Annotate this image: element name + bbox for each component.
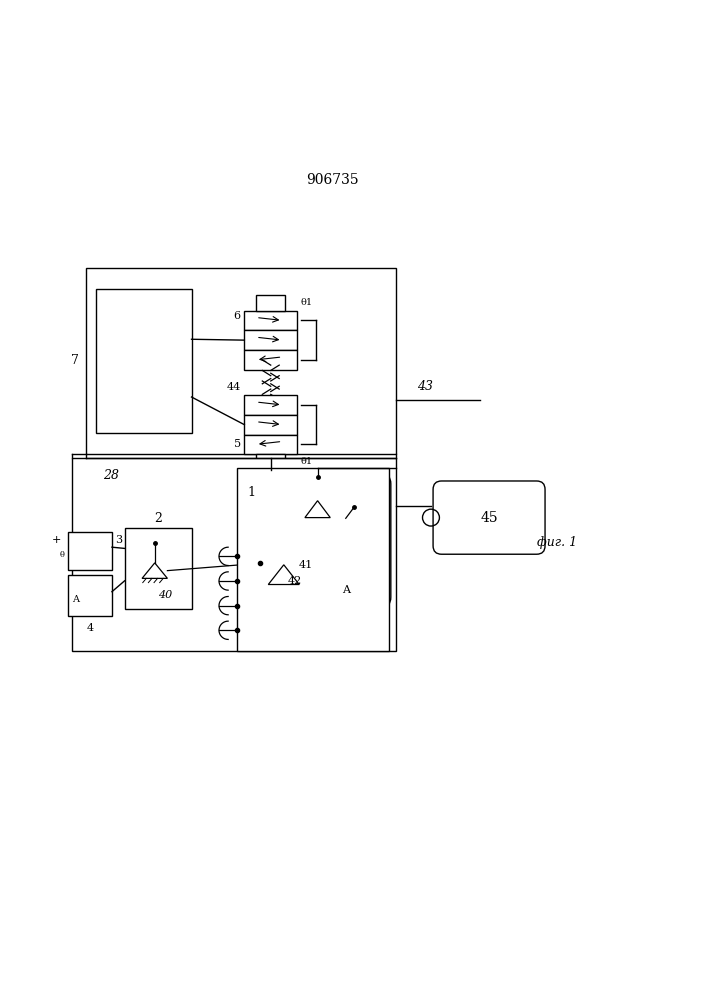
Bar xyxy=(245,330,297,350)
Text: A: A xyxy=(341,585,350,595)
Text: 44: 44 xyxy=(226,382,241,392)
Text: 4: 4 xyxy=(86,623,94,633)
Bar xyxy=(69,575,112,616)
Text: A: A xyxy=(72,595,78,604)
Bar xyxy=(245,395,297,415)
Bar xyxy=(72,458,396,651)
Text: 1: 1 xyxy=(248,486,256,499)
Text: θ: θ xyxy=(60,551,65,559)
Text: 5: 5 xyxy=(234,439,241,449)
Bar xyxy=(256,295,286,311)
Text: 3: 3 xyxy=(115,535,122,545)
Text: +: + xyxy=(52,535,62,545)
Text: 7: 7 xyxy=(71,354,79,367)
Text: 40: 40 xyxy=(158,590,173,600)
Text: 28: 28 xyxy=(103,469,119,482)
Bar xyxy=(69,532,112,570)
Bar xyxy=(124,528,192,609)
Bar xyxy=(245,350,297,370)
Text: 906735: 906735 xyxy=(306,173,358,187)
Text: 42: 42 xyxy=(287,576,302,586)
Bar xyxy=(245,311,297,330)
Bar xyxy=(256,454,286,470)
Text: 6: 6 xyxy=(234,311,241,321)
Text: 45: 45 xyxy=(480,511,498,525)
FancyBboxPatch shape xyxy=(239,473,391,608)
Bar xyxy=(86,268,396,454)
FancyBboxPatch shape xyxy=(433,481,545,554)
Text: θ1: θ1 xyxy=(300,457,312,466)
Bar xyxy=(245,415,297,435)
Text: 43: 43 xyxy=(417,380,433,393)
Text: θ1: θ1 xyxy=(300,298,312,307)
Text: фиг. 1: фиг. 1 xyxy=(537,536,577,549)
Bar xyxy=(245,435,297,454)
Text: 2: 2 xyxy=(154,512,162,525)
Bar xyxy=(96,289,192,433)
Text: 41: 41 xyxy=(298,560,312,570)
Bar xyxy=(238,468,389,651)
